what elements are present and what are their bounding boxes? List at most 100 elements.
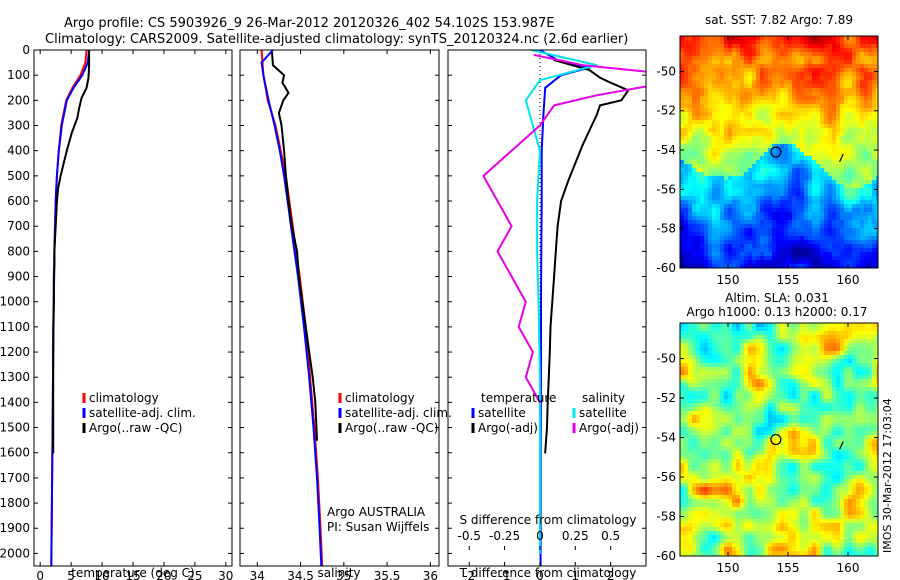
map-cell bbox=[744, 96, 748, 100]
map-cell bbox=[784, 415, 788, 419]
data-point bbox=[273, 124, 276, 127]
map-cell bbox=[768, 160, 772, 164]
map-cell bbox=[796, 447, 800, 451]
map-cell bbox=[852, 156, 856, 160]
map-cell bbox=[852, 148, 856, 152]
map-cell bbox=[864, 379, 868, 383]
map-cell bbox=[776, 443, 780, 447]
map-cell bbox=[800, 200, 804, 204]
map-cell bbox=[748, 140, 752, 144]
map-cell bbox=[712, 68, 716, 72]
map-cell bbox=[796, 431, 800, 435]
map-cell bbox=[836, 339, 840, 343]
map-cell bbox=[688, 112, 692, 116]
map-cell bbox=[752, 68, 756, 72]
map-cell bbox=[752, 240, 756, 244]
map-cell bbox=[792, 391, 796, 395]
map-cell bbox=[868, 371, 872, 375]
map-cell bbox=[800, 407, 804, 411]
map-cell bbox=[836, 240, 840, 244]
map-cell bbox=[792, 367, 796, 371]
map-cell bbox=[716, 104, 720, 108]
map-cell bbox=[692, 327, 696, 331]
map-cell bbox=[824, 343, 828, 347]
map-cell bbox=[704, 132, 708, 136]
map-cell bbox=[876, 136, 878, 140]
map-cell bbox=[684, 387, 688, 391]
map-cell bbox=[764, 136, 768, 140]
map-cell bbox=[796, 92, 800, 96]
map-cell bbox=[784, 60, 788, 64]
map-cell bbox=[744, 387, 748, 391]
map-cell bbox=[816, 351, 820, 355]
map-cell bbox=[728, 355, 732, 359]
map-cell bbox=[784, 124, 788, 128]
map-cell bbox=[872, 84, 876, 88]
map-cell bbox=[824, 116, 828, 120]
map-cell bbox=[744, 343, 748, 347]
map-cell bbox=[744, 451, 748, 455]
map-cell bbox=[764, 64, 768, 68]
map-cell bbox=[684, 363, 688, 367]
map-cell bbox=[696, 100, 700, 104]
map-cell bbox=[856, 415, 860, 419]
map-cell bbox=[728, 48, 732, 52]
map-cell bbox=[708, 160, 712, 164]
map-cell bbox=[840, 447, 844, 451]
map-cell bbox=[840, 387, 844, 391]
map-cell bbox=[848, 371, 852, 375]
map-cell bbox=[816, 100, 820, 104]
map-cell bbox=[824, 40, 828, 44]
map-cell bbox=[824, 327, 828, 331]
map-cell bbox=[792, 144, 796, 148]
map-cell bbox=[692, 395, 696, 399]
map-cell bbox=[872, 375, 876, 379]
map-cell bbox=[760, 92, 764, 96]
map-cell bbox=[844, 184, 848, 188]
map-cell bbox=[852, 40, 856, 44]
map-cell bbox=[696, 220, 700, 224]
map-cell bbox=[876, 244, 878, 248]
map-cell bbox=[700, 391, 704, 395]
map-cell bbox=[784, 431, 788, 435]
sal-legend-label: Argo(..raw -QC) bbox=[345, 421, 438, 435]
sst-map-title: sat. SST: 7.82 Argo: 7.89 bbox=[705, 13, 853, 27]
map-cell bbox=[744, 248, 748, 252]
map-cell bbox=[848, 427, 852, 431]
map-cell bbox=[724, 88, 728, 92]
map-cell bbox=[724, 439, 728, 443]
map-cell bbox=[776, 76, 780, 80]
map-cell bbox=[724, 132, 728, 136]
data-point bbox=[539, 149, 541, 152]
map-cell bbox=[828, 383, 832, 387]
map-cell bbox=[780, 427, 784, 431]
map-cell bbox=[684, 172, 688, 176]
map-cell bbox=[792, 248, 796, 252]
map-cell bbox=[868, 76, 872, 80]
map-cell bbox=[712, 367, 716, 371]
map-cell bbox=[692, 196, 696, 200]
map-cell bbox=[680, 415, 684, 419]
map-cell bbox=[712, 435, 716, 439]
map-cell bbox=[760, 56, 764, 60]
map-cell bbox=[860, 415, 864, 419]
map-cell bbox=[712, 387, 716, 391]
map-cell bbox=[788, 132, 792, 136]
map-cell bbox=[796, 371, 800, 375]
map-cell bbox=[852, 411, 856, 415]
map-cell bbox=[812, 68, 816, 72]
map-cell bbox=[776, 264, 780, 268]
map-cell bbox=[784, 451, 788, 455]
map-cell bbox=[868, 168, 872, 172]
map-cell bbox=[856, 407, 860, 411]
map-cell bbox=[824, 80, 828, 84]
map-cell bbox=[832, 371, 836, 375]
map-cell bbox=[696, 108, 700, 112]
map-cell bbox=[732, 387, 736, 391]
map-cell bbox=[728, 76, 732, 80]
map-cell bbox=[768, 355, 772, 359]
map-cell bbox=[720, 72, 724, 76]
map-cell bbox=[724, 363, 728, 367]
map-cell bbox=[780, 188, 784, 192]
map-cell bbox=[740, 200, 744, 204]
